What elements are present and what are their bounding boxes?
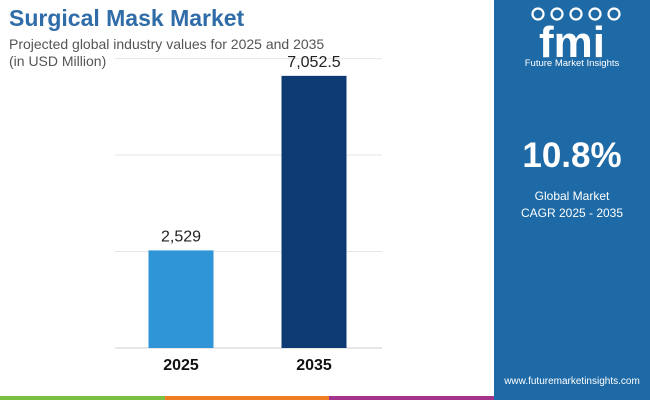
data-label-2035: 7,052.5 bbox=[287, 54, 340, 71]
side-panel: fmi Future Market Insights 10.8% Global … bbox=[494, 0, 650, 400]
x-tick-labels: 2025 2035 bbox=[163, 357, 332, 374]
bar-2035 bbox=[281, 75, 347, 348]
fmi-logo-icon: fmi bbox=[531, 7, 621, 60]
chart-title: Surgical Mask Market bbox=[9, 5, 245, 31]
logo-letters: fmi bbox=[539, 18, 605, 60]
bar-chart: 2,529 7,052.5 2025 2035 bbox=[115, 54, 382, 374]
bars bbox=[148, 75, 347, 348]
strip-segment-green bbox=[0, 396, 165, 400]
subtitle-line-2: (in USD Million) bbox=[9, 53, 107, 69]
x-tick-2025: 2025 bbox=[163, 357, 199, 374]
website-link[interactable]: www.futuremarketinsights.com bbox=[504, 376, 640, 387]
cagr-value: 10.8% bbox=[522, 136, 622, 175]
cagr-label-line-2: CAGR 2025 - 2035 bbox=[520, 206, 624, 220]
bar-2025 bbox=[148, 250, 214, 348]
data-label-2025: 2,529 bbox=[161, 228, 201, 245]
bottom-color-strip bbox=[0, 396, 495, 400]
logo-name: Future Market Insights bbox=[524, 58, 620, 69]
x-tick-2035: 2035 bbox=[296, 357, 332, 374]
data-labels: 2,529 7,052.5 bbox=[161, 54, 341, 246]
cagr-label-line-1: Global Market bbox=[534, 189, 610, 203]
chart-subtitle: Projected global industry values for 202… bbox=[9, 36, 324, 70]
strip-segment-orange bbox=[164, 396, 330, 400]
subtitle-line-1: Projected global industry values for 202… bbox=[9, 36, 325, 52]
strip-segment-purple bbox=[329, 396, 495, 400]
